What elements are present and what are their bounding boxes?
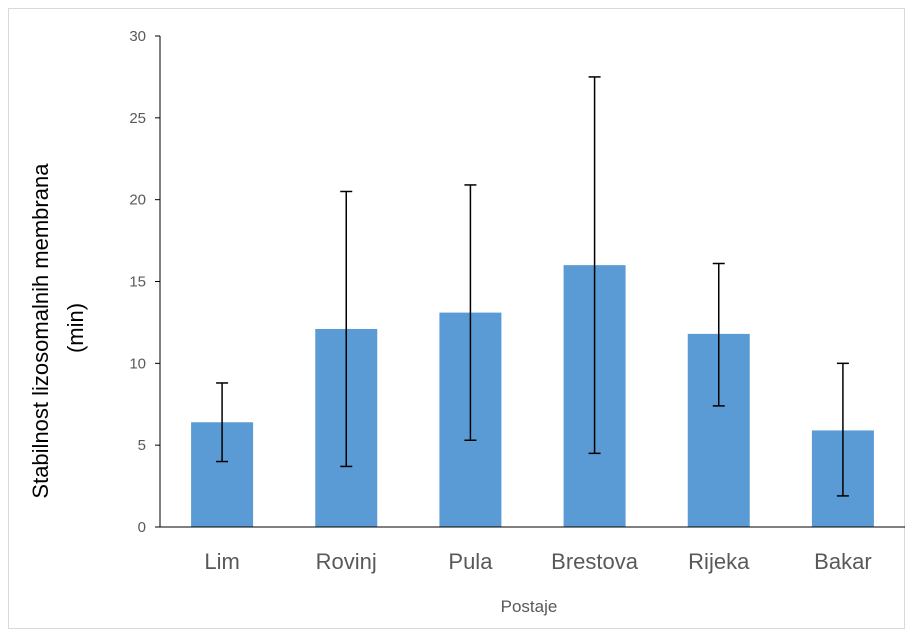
x-tick-label-bakar: Bakar xyxy=(814,549,871,574)
y-axis: 0 5 10 15 20 25 30 xyxy=(129,28,161,536)
x-tick-label-rijeka: Rijeka xyxy=(688,549,750,574)
y-tick-label: 20 xyxy=(129,192,146,209)
y-axis-title-line-1: Stabilnost lizosomalnih membrana xyxy=(28,163,53,499)
error-bars xyxy=(216,76,849,497)
x-axis-title: Postaje xyxy=(501,597,558,616)
y-tick-label: 15 xyxy=(129,274,146,291)
x-tick-label-lim: Lim xyxy=(204,549,239,574)
x-axis: Lim Rovinj Pula Brestova Rijeka Bakar xyxy=(160,526,905,574)
y-tick-label: 0 xyxy=(138,519,146,536)
bars xyxy=(191,265,874,527)
y-tick-label: 5 xyxy=(138,437,146,454)
x-tick-label-pula: Pula xyxy=(448,549,493,574)
y-tick-label: 10 xyxy=(129,355,146,372)
x-tick-label-brestova: Brestova xyxy=(551,549,639,574)
x-tick-label-rovinj: Rovinj xyxy=(316,549,377,574)
y-tick-label: 30 xyxy=(129,28,146,45)
y-axis-title-line-2: (min) xyxy=(63,303,88,353)
y-axis-title: Stabilnost lizosomalnih membrana (min) xyxy=(28,157,88,498)
y-tick-label: 25 xyxy=(129,110,146,127)
